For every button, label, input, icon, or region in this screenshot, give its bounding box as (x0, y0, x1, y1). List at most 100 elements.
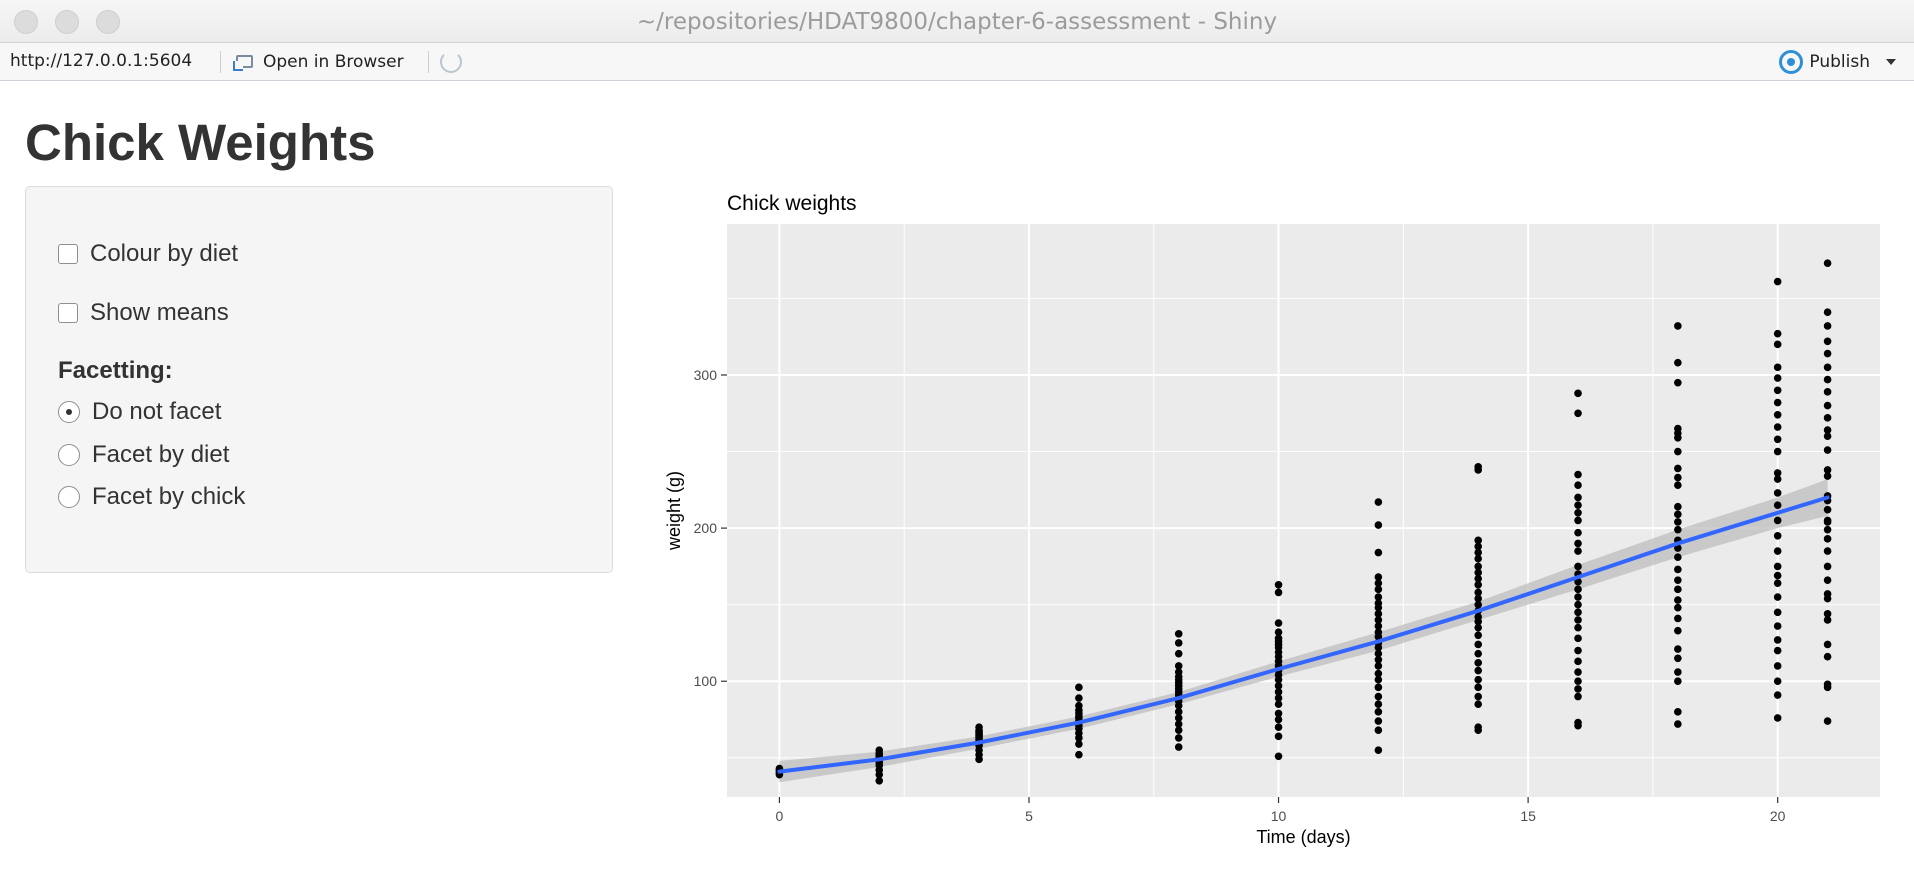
data-point (1574, 677, 1582, 686)
data-point (975, 723, 983, 731)
data-point (1374, 616, 1383, 624)
data-point (1174, 629, 1183, 638)
data-point (1474, 536, 1482, 545)
radio-facet-by-diet[interactable] (58, 444, 80, 466)
data-point (1574, 593, 1582, 601)
data-point (1823, 466, 1832, 474)
data-point (1674, 322, 1682, 330)
data-point (1674, 626, 1682, 635)
data-point (1274, 715, 1283, 724)
data-point (1374, 622, 1383, 630)
data-point (1773, 691, 1782, 699)
data-point (1823, 401, 1832, 410)
data-point (1174, 639, 1183, 647)
x-axis-title: Time (days) (1256, 827, 1350, 847)
chevron-down-icon[interactable] (1886, 59, 1896, 65)
radio-facet-by-chick-row[interactable]: Facet by chick (58, 483, 245, 511)
data-point (1574, 547, 1582, 555)
data-point (1374, 610, 1383, 618)
data-point (1674, 645, 1682, 653)
data-point (1075, 701, 1083, 710)
zoom-window-button[interactable] (96, 10, 120, 34)
data-point (1474, 683, 1482, 692)
data-point (1823, 525, 1832, 534)
data-point (1674, 464, 1682, 473)
data-point (1474, 675, 1482, 684)
data-point (1674, 720, 1682, 728)
data-point (1075, 683, 1083, 692)
scatter-points (775, 259, 1832, 785)
show-means-checkbox-row[interactable]: Show means (58, 299, 229, 327)
data-point (1773, 374, 1782, 382)
data-point (1374, 498, 1383, 506)
data-point (1075, 750, 1083, 759)
data-point (1674, 565, 1682, 574)
data-point (1674, 358, 1682, 367)
data-point (1374, 585, 1383, 594)
data-point (1823, 562, 1832, 571)
radio-facet-by-chick[interactable] (58, 486, 80, 508)
publish-button[interactable]: Publish (1779, 49, 1896, 75)
show-means-checkbox[interactable] (58, 303, 78, 323)
data-point (1674, 473, 1682, 482)
data-point (1773, 435, 1782, 444)
data-point (1773, 489, 1782, 497)
colour-by-diet-checkbox-row[interactable]: Colour by diet (58, 240, 238, 268)
data-point (1823, 337, 1832, 346)
data-point (1174, 734, 1183, 742)
data-point (1574, 585, 1582, 594)
data-point (1674, 378, 1682, 387)
data-point (1374, 628, 1383, 637)
radio-facet-by-chick-label: Facet by chick (92, 483, 246, 510)
data-point (1823, 308, 1832, 317)
data-point (1474, 623, 1482, 632)
refresh-icon[interactable] (440, 51, 462, 73)
minimize-window-button[interactable] (55, 10, 79, 34)
data-point (1823, 388, 1832, 396)
data-point (1823, 652, 1832, 661)
data-point (1374, 655, 1383, 664)
data-point (1474, 692, 1482, 701)
data-point (1075, 694, 1083, 702)
data-point (1823, 432, 1832, 441)
data-point (1474, 574, 1482, 583)
y-tick-label: 300 (694, 367, 718, 383)
data-point (1823, 363, 1832, 372)
data-point (1574, 470, 1582, 479)
toolbar-divider (220, 51, 221, 73)
data-point (1474, 588, 1482, 597)
radio-do-not-facet-row[interactable]: Do not facet (58, 398, 221, 426)
data-point (1474, 580, 1482, 589)
data-point (1674, 677, 1682, 686)
x-tick-label: 0 (776, 808, 784, 824)
data-point (1674, 447, 1682, 456)
data-point (1773, 469, 1782, 477)
plot-panel (727, 224, 1880, 797)
data-point (1374, 521, 1383, 529)
data-point (1823, 505, 1832, 514)
grid-major (727, 224, 1880, 797)
app-url[interactable]: http://127.0.0.1:5604 (10, 51, 193, 71)
radio-facet-by-diet-row[interactable]: Facet by diet (58, 441, 229, 469)
y-axis-title: weight (g) (664, 471, 684, 551)
data-point (1773, 423, 1782, 431)
data-point (1274, 634, 1283, 643)
data-point (1674, 525, 1682, 534)
data-point (1823, 414, 1832, 422)
radio-do-not-facet[interactable] (58, 401, 80, 423)
data-point (1823, 717, 1832, 725)
data-point (1174, 726, 1183, 735)
colour-by-diet-checkbox[interactable] (58, 244, 78, 264)
data-point (1823, 590, 1832, 598)
data-point (1574, 539, 1582, 548)
data-point (1574, 634, 1582, 643)
close-window-button[interactable] (14, 10, 38, 34)
data-point (1574, 389, 1582, 398)
data-point (1474, 613, 1482, 621)
data-point (1674, 424, 1682, 433)
radio-do-not-facet-label: Do not facet (92, 398, 222, 425)
viewer-toolbar: http://127.0.0.1:5604 Open in Browser Pu… (0, 43, 1914, 81)
data-point (1674, 585, 1682, 594)
open-in-browser-button[interactable]: Open in Browser (233, 48, 404, 76)
data-point (1474, 554, 1482, 563)
